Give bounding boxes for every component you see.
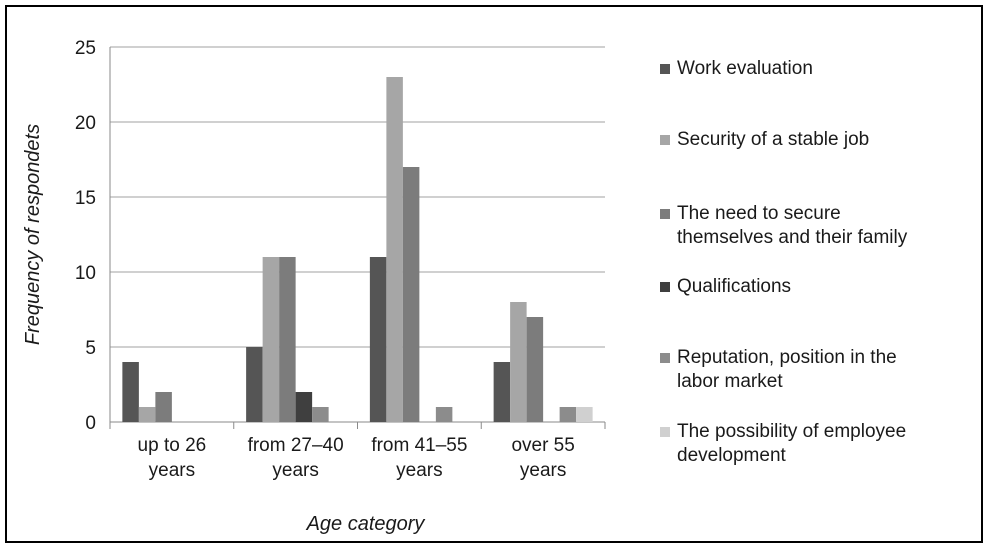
x-axis-title: Age category xyxy=(306,513,426,535)
legend-label: Work evaluation xyxy=(677,58,813,79)
x-tick-label: years xyxy=(149,460,195,481)
y-axis-title: Frequency of respondets xyxy=(22,124,44,345)
legend-label: Reputation, position in the xyxy=(677,347,897,368)
legend-label: labor market xyxy=(677,371,783,392)
bar xyxy=(122,362,139,422)
y-tick-labels: 0 5 10 15 20 25 xyxy=(75,38,96,434)
bar xyxy=(312,407,329,422)
legend-swatch xyxy=(660,209,670,219)
legend-label: The possibility of employee xyxy=(677,421,906,442)
legend-label: Qualifications xyxy=(677,276,791,297)
bar xyxy=(493,362,511,422)
legend: Work evaluation Security of a stable job T… xyxy=(660,58,908,466)
bar xyxy=(295,392,313,422)
bar xyxy=(279,257,296,422)
x-category-labels: up to 26 years from 27–40 years from 41–55 ye… xyxy=(138,435,575,481)
y-tick-label: 10 xyxy=(75,263,96,284)
bar xyxy=(435,407,453,422)
legend-label: Security of a stable job xyxy=(677,129,869,150)
y-tick-label: 0 xyxy=(85,413,96,434)
bar xyxy=(510,302,527,422)
x-tick-label: years xyxy=(396,460,442,481)
bar xyxy=(246,347,263,422)
bar xyxy=(559,407,577,422)
x-tick-label: years xyxy=(520,460,566,481)
bar xyxy=(402,167,420,422)
legend-label: development xyxy=(677,445,787,466)
chart-frame xyxy=(5,5,983,543)
y-tick-label: 5 xyxy=(85,338,96,359)
x-tick-label: from 27–40 xyxy=(248,435,344,456)
y-tick-label: 25 xyxy=(75,38,96,59)
bar xyxy=(526,317,544,422)
bars xyxy=(122,77,593,422)
bar xyxy=(369,257,387,422)
y-tick-label: 15 xyxy=(75,188,96,209)
bar xyxy=(576,407,593,422)
bar xyxy=(155,392,172,422)
legend-swatch xyxy=(660,64,670,74)
x-tick-label: up to 26 xyxy=(138,435,207,456)
bar xyxy=(386,77,403,422)
legend-swatch xyxy=(660,427,670,437)
legend-label: The need to secure xyxy=(677,203,841,224)
legend-swatch xyxy=(660,135,670,145)
bar xyxy=(262,257,280,422)
legend-swatch xyxy=(660,282,670,292)
legend-label: themselves and their family xyxy=(677,227,908,248)
bar xyxy=(138,407,156,422)
x-tick-label: from 41–55 xyxy=(371,435,467,456)
y-tick-label: 20 xyxy=(75,113,96,134)
legend-swatch xyxy=(660,353,670,363)
x-tick-label: years xyxy=(272,460,318,481)
x-tick-label: over 55 xyxy=(511,435,574,456)
